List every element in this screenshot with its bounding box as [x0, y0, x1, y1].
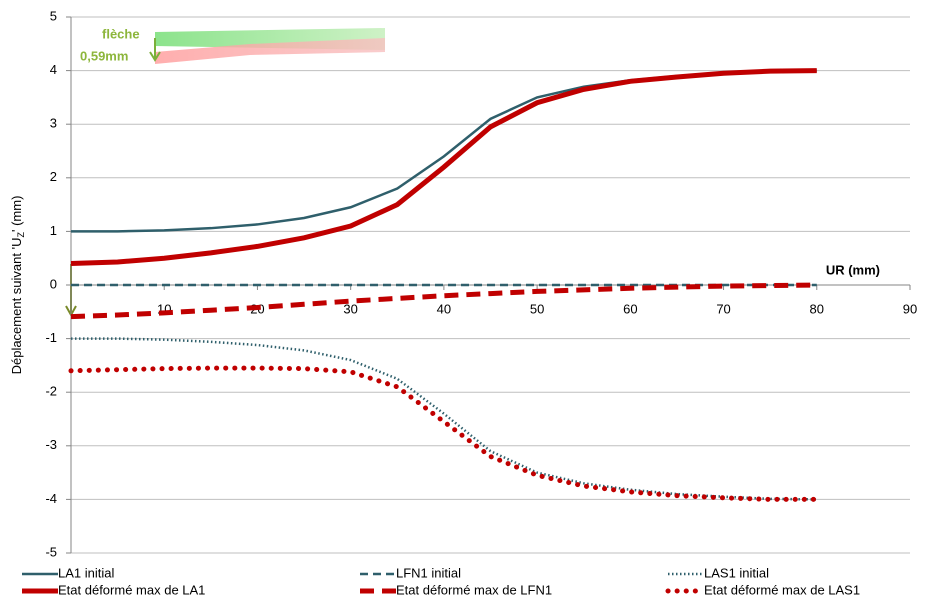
series-line: [68, 365, 820, 502]
legend-label: Etat déformé max de LFN1: [396, 582, 552, 597]
x-axis-title: UR (mm): [826, 262, 880, 277]
x-tick-label: 60: [623, 301, 637, 316]
series-line: [71, 337, 817, 501]
x-tick-label: 30: [343, 301, 357, 316]
inset-image: [149, 28, 385, 64]
x-tick-label: 70: [716, 301, 730, 316]
y-tick-label: -5: [45, 544, 57, 559]
y-tick-label: 0: [50, 276, 57, 291]
x-tick-label: 50: [530, 301, 544, 316]
y-tick-label: -4: [45, 491, 57, 506]
y-tick-label: 4: [50, 62, 57, 77]
y-tick-label: 5: [50, 8, 57, 23]
x-tick-label: 40: [437, 301, 451, 316]
y-axis-title: Déplacement suivant 'UZ' (mm): [9, 196, 26, 375]
legend-label: Etat déformé max de LA1: [58, 582, 205, 597]
legend-label: LA1 initial: [58, 565, 114, 580]
legend-label: Etat déformé max de LAS1: [704, 582, 860, 597]
y-tick-label: 2: [50, 169, 57, 184]
y-tick-label: -3: [45, 437, 57, 452]
annotation: 0,59mm: [80, 48, 128, 63]
legend-label: LFN1 initial: [396, 565, 461, 580]
y-tick-label: 3: [50, 116, 57, 131]
series-line: [70, 282, 817, 320]
y-tick-label: -2: [45, 384, 57, 399]
series-line: [70, 68, 817, 267]
x-tick-label: 90: [903, 301, 917, 316]
legend-label: LAS1 initial: [704, 565, 769, 580]
annotation: flèche: [102, 26, 140, 41]
x-tick-label: 80: [810, 301, 824, 316]
y-tick-label: 1: [50, 223, 57, 238]
series-line: [71, 69, 817, 233]
y-tick-label: -1: [45, 330, 57, 345]
